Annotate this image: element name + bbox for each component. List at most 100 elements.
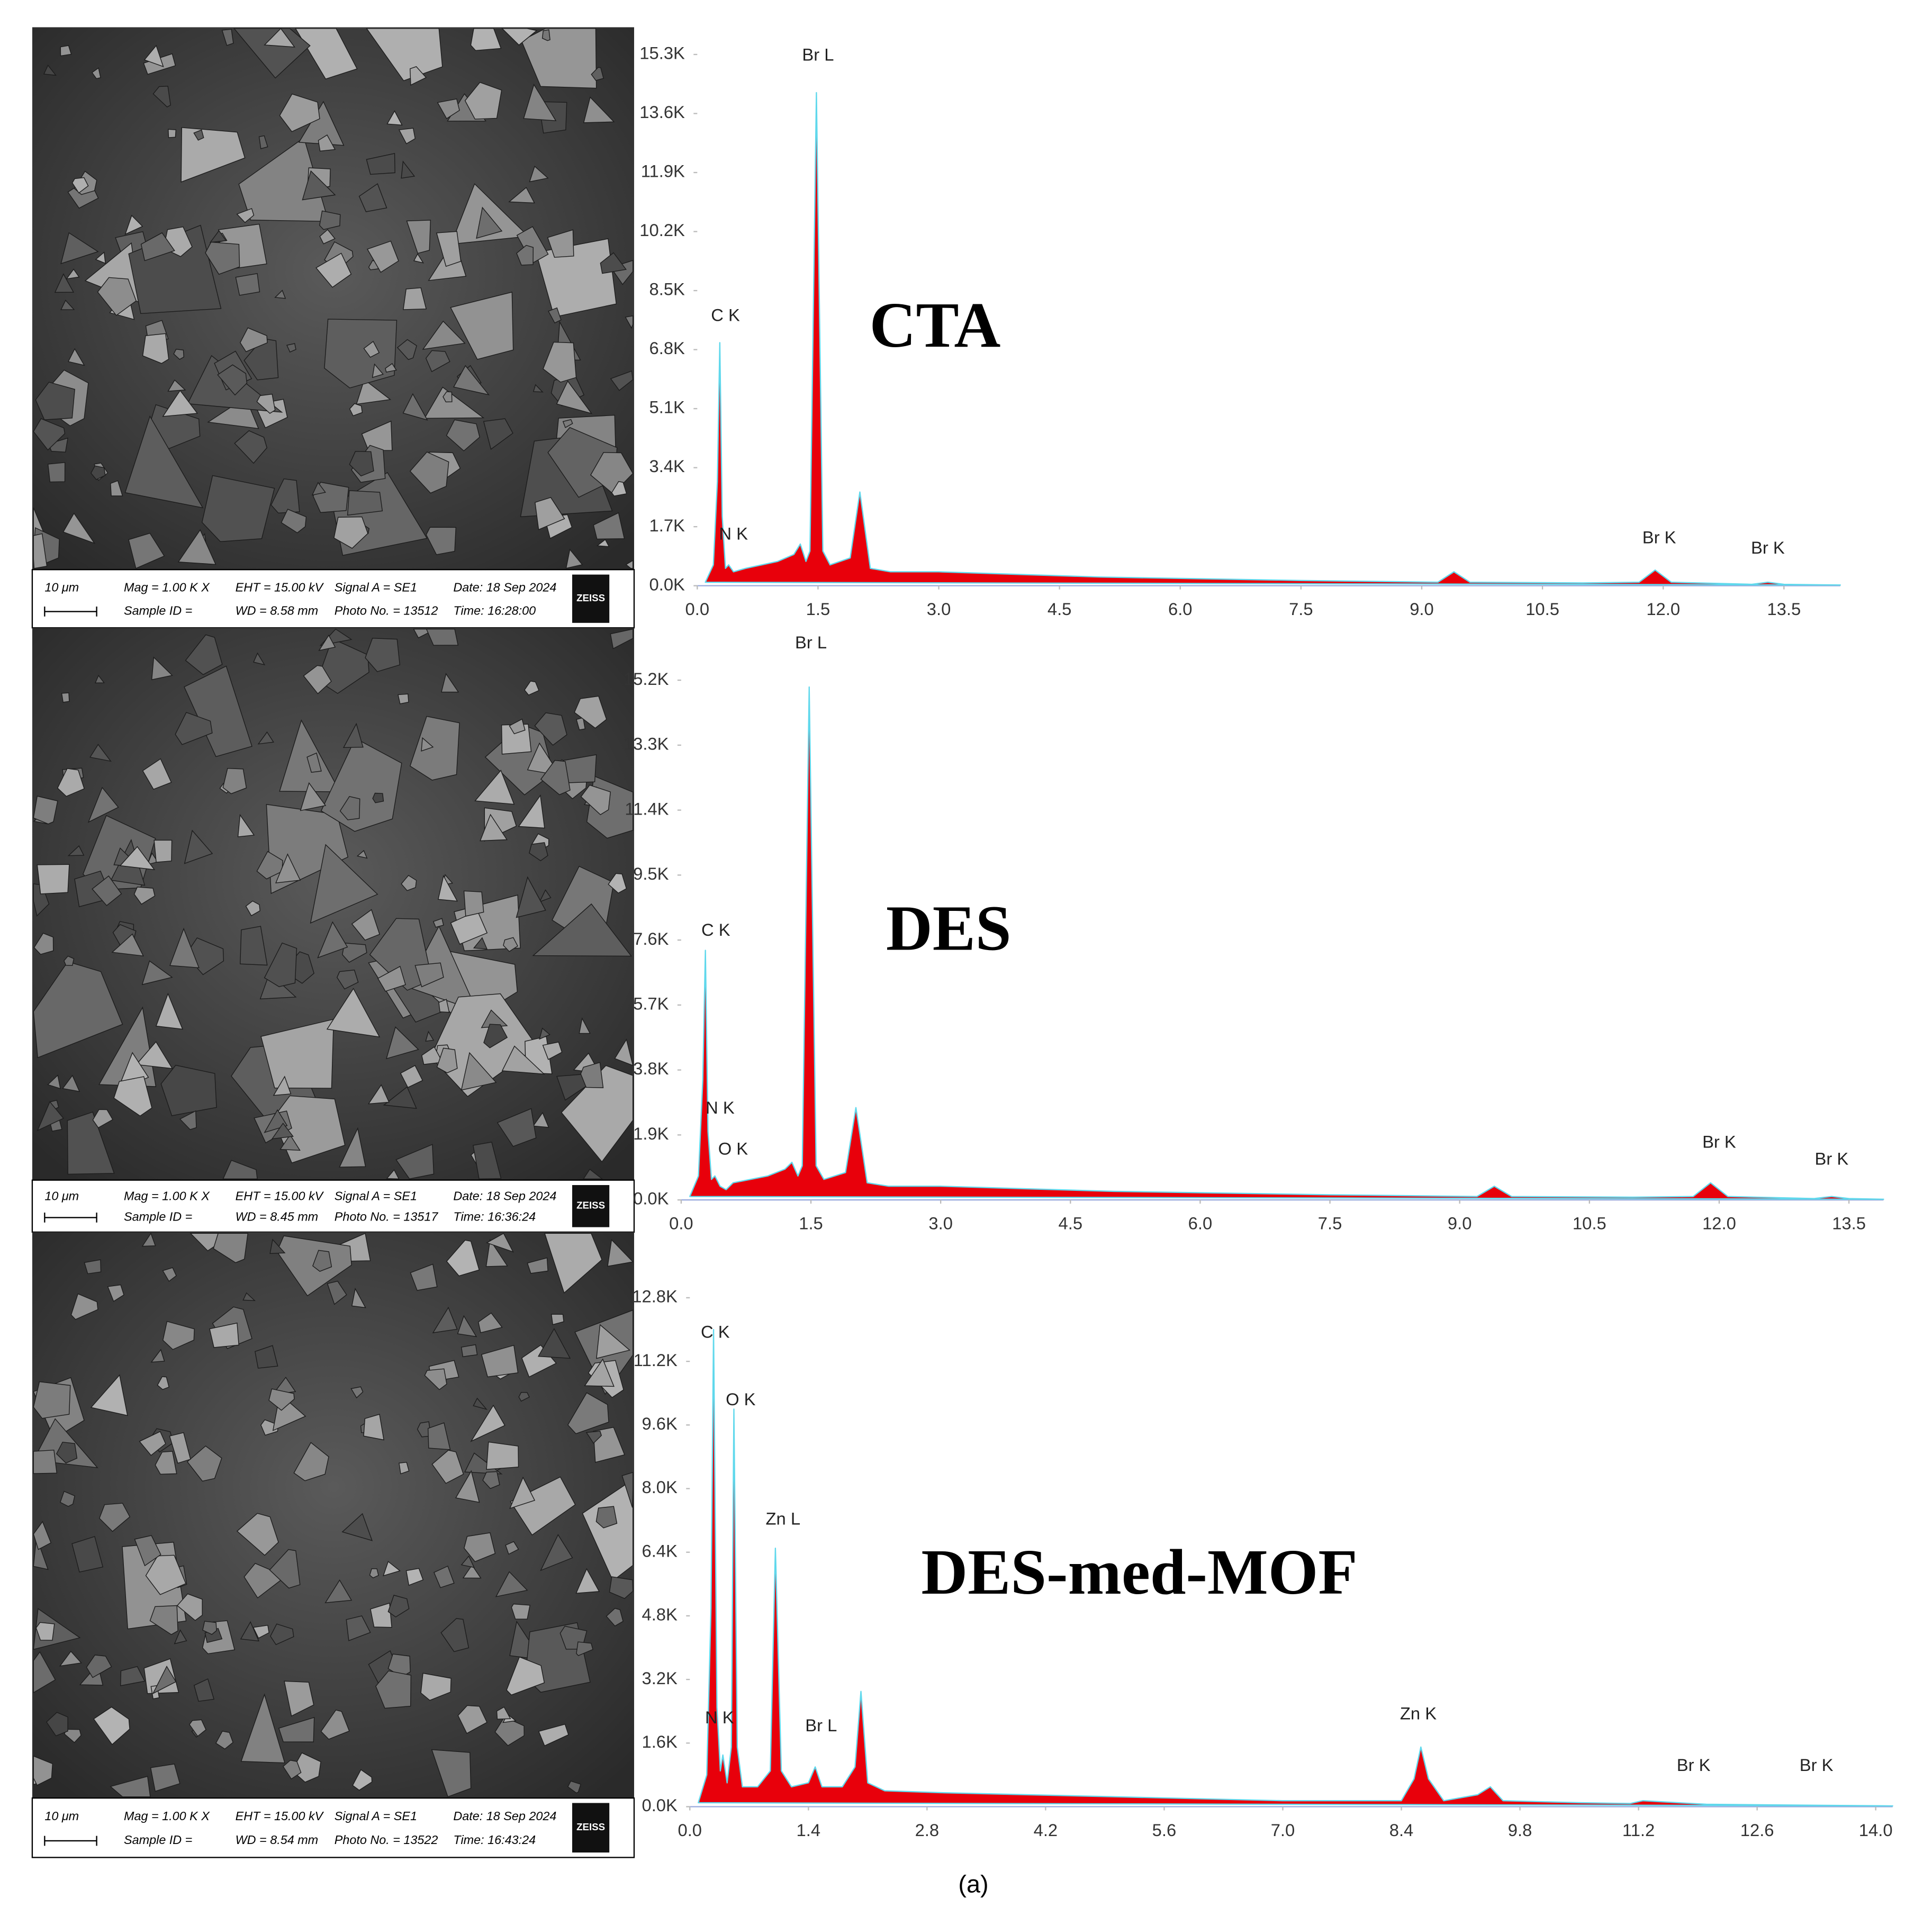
sem-grain [255,1345,278,1369]
sem-grain [591,67,604,81]
sem-grain [399,1462,410,1475]
sem-grain [37,864,70,894]
sem-grain [320,1709,350,1740]
x-tick-label: 12.0 [1702,1214,1736,1233]
sem-grain [481,1344,519,1378]
sem-grain [567,1781,582,1794]
sem-grain [474,770,515,805]
x-tick-label: 10.5 [1573,1214,1606,1233]
sem-grain [152,86,171,108]
info-signal: Signal A = SE1 [335,581,417,594]
sem-grain [90,465,106,480]
sem-grain [518,1391,530,1402]
sem-grain [463,890,484,917]
sem-grain [236,208,255,223]
sem-grain [351,1287,366,1308]
sem-grain [215,1730,234,1750]
y-tick-label: 1.9K [633,1124,669,1143]
sem-grain [593,512,625,540]
sem-grain [532,384,544,393]
sem-grain [524,681,539,696]
sem-grain [425,350,450,373]
sem-grain [544,1233,602,1294]
sem-grain [60,45,72,57]
sem-grain [33,933,54,955]
sem-grain [90,1374,128,1416]
x-tick-label: 7.5 [1289,599,1313,619]
sem-grain [421,1046,444,1065]
chart-title: CTA [870,290,1001,361]
sem-grain [327,1280,347,1305]
x-tick-label: 0.0 [685,599,710,619]
sem-grain [89,744,112,762]
sem-grain [270,1623,294,1646]
sem-grain [33,1449,58,1474]
sem-grain [446,1240,480,1277]
y-tick-label: 13.3K [624,734,669,754]
sem-grain [486,1441,519,1470]
sem-grain [274,290,286,299]
sem-grain [155,1451,177,1475]
sem-grain [260,1018,335,1089]
x-tick-label: 5.6 [1152,1820,1177,1840]
sem-grain [426,628,459,646]
sem-grain [562,419,573,428]
sem-grain [236,1513,279,1556]
sem-grain [240,1693,285,1764]
sem-grain [222,768,247,794]
x-tick-label: 6.0 [1168,599,1193,619]
sem-grain [286,343,296,353]
sem-grain [610,370,634,391]
sem-grain [252,1624,270,1639]
sem-grain [576,717,586,730]
sem-grain [193,1678,215,1702]
sem-grain [480,814,508,842]
sem-grain [98,1503,131,1532]
y-tick-label: 0.0K [633,1189,669,1208]
x-tick-label: 11.2 [1622,1820,1655,1840]
x-tick-label: 12.0 [1646,599,1680,619]
info-time: Time: 16:43:24 [453,1833,536,1847]
sem-grain [461,1344,478,1358]
sem-grain [446,419,481,451]
sem-grain [209,230,227,243]
sem-grain [386,1026,419,1060]
sem-grain [461,1052,497,1091]
sem-grain [464,82,502,120]
sem-grain [438,999,450,1013]
sem-grain [349,403,363,417]
info-photo: Photo No. = 13522 [335,1833,438,1847]
sem-grain [432,918,444,928]
sem-grain [160,1064,217,1116]
sem-grain [457,1705,487,1734]
sem-grain [300,782,327,811]
sem-grain [579,1017,591,1034]
sem-grain [409,716,460,781]
sem-grain [363,1414,385,1441]
sem-grain [33,533,48,569]
sem-grain [508,187,535,204]
sem-grain [235,273,260,296]
sem-grain [311,482,326,496]
sem-grain [401,160,416,179]
sem-grain [120,1666,146,1686]
sem-grain [87,787,119,823]
sem-grain [414,962,444,988]
sem-grain [342,722,364,748]
sem-grain [529,842,548,862]
y-tick-label: 12.8K [632,1287,678,1306]
sem-grain [455,1470,480,1503]
sem-grain [433,1565,455,1588]
info-time: Time: 16:28:00 [453,604,536,618]
sem-grain [501,1045,545,1075]
sem-grain [47,462,66,483]
y-tick-label: 15.2K [624,669,669,689]
info-mag: Mag = 1.00 K X [124,581,210,594]
sem-grain [470,28,502,51]
sem-grain [319,229,336,245]
sem-grain [565,548,583,569]
peak-label: C K [701,920,730,939]
peak-label: Br L [805,1715,837,1735]
x-tick-label: 9.8 [1508,1820,1532,1840]
sem-grain [437,98,460,120]
